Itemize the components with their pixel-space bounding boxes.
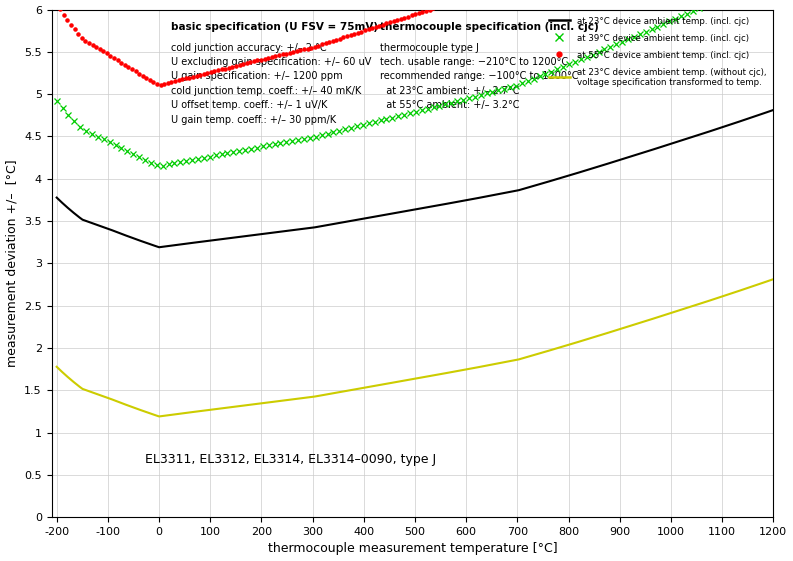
Text: cold junction accuracy: +/– 2 °C
U excluding gain specification: +/– 60 uV
U gai: cold junction accuracy: +/– 2 °C U exclu… bbox=[170, 43, 371, 125]
Text: basic specification (U FSV = 75mV): basic specification (U FSV = 75mV) bbox=[170, 22, 377, 32]
Text: thermocouple type J
tech. usable range: −210°C to 1200°C
recommended range: −100: thermocouple type J tech. usable range: … bbox=[380, 43, 579, 110]
X-axis label: thermocouple measurement temperature [°C]: thermocouple measurement temperature [°C… bbox=[268, 542, 557, 555]
Y-axis label: measurement deviation +/–  [°C]: measurement deviation +/– [°C] bbox=[6, 159, 18, 367]
Text: thermocouple specification (incl. cjc): thermocouple specification (incl. cjc) bbox=[380, 22, 599, 32]
Text: EL3311, EL3312, EL3314, EL3314–0090, type J: EL3311, EL3312, EL3314, EL3314–0090, typ… bbox=[145, 453, 436, 466]
Legend: at 23°C device ambient temp. (incl. cjc)  , at 39°C device ambient temp. (incl. : at 23°C device ambient temp. (incl. cjc)… bbox=[546, 14, 769, 90]
